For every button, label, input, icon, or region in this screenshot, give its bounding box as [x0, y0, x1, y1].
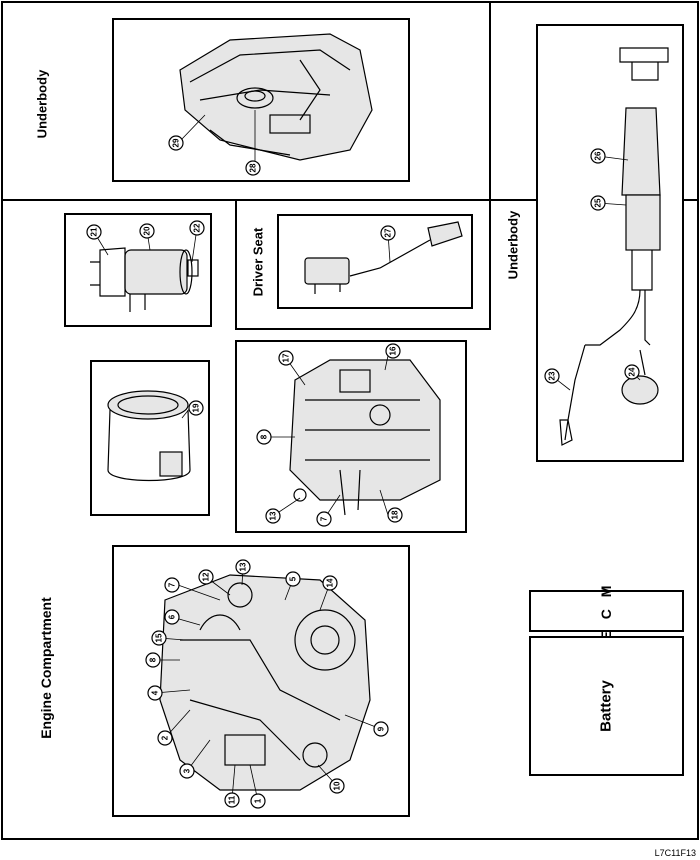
callouts: 29 28 21 20 22 27 19 17 16 8 13 7 18 26 …: [86, 135, 640, 809]
maf-drawing: [107, 390, 191, 482]
callout-23: 23: [544, 368, 560, 384]
svg-text:15: 15: [155, 633, 164, 642]
svg-text:7: 7: [320, 516, 329, 521]
svg-text:3: 3: [183, 768, 192, 773]
svg-text:29: 29: [172, 138, 181, 147]
svg-text:27: 27: [384, 228, 393, 237]
svg-text:22: 22: [193, 223, 202, 232]
svg-text:2: 2: [161, 735, 170, 740]
callout-8b: 8: [145, 652, 161, 668]
callout-20: 20: [139, 223, 155, 239]
callout-27: 27: [380, 225, 396, 241]
callout-11: 11: [224, 792, 240, 808]
svg-text:24: 24: [628, 367, 637, 376]
callout-28: 28: [245, 160, 261, 176]
figure-id: L7C11F13: [654, 848, 696, 858]
callout-1: 1: [250, 793, 266, 809]
transmission-drawing: [289, 359, 441, 516]
svg-text:6: 6: [168, 614, 177, 619]
callout-16: 16: [385, 343, 401, 359]
canister-drawing: [90, 247, 199, 312]
svg-text:21: 21: [90, 227, 99, 236]
maf-sensor-box: [90, 360, 210, 516]
callout-7a: 7: [316, 511, 332, 527]
svg-text:13: 13: [269, 511, 278, 520]
svg-text:11: 11: [228, 795, 237, 804]
callout-26: 26: [590, 148, 606, 164]
svg-text:16: 16: [389, 346, 398, 355]
svg-text:12: 12: [202, 572, 211, 581]
callout-13: 13: [265, 508, 281, 524]
callout-8a: 8: [256, 429, 272, 445]
callout-9: 9: [373, 721, 389, 737]
callout-21: 21: [86, 224, 102, 240]
callout-18: 18: [387, 507, 403, 523]
svg-text:23: 23: [548, 371, 557, 380]
battery-box: [529, 636, 684, 776]
svg-text:1: 1: [254, 798, 263, 803]
callout-13b: 13: [235, 559, 251, 575]
callout-12: 12: [198, 569, 214, 585]
svg-text:13: 13: [239, 562, 248, 571]
svg-text:28: 28: [249, 163, 258, 172]
svg-text:17: 17: [282, 353, 291, 362]
svg-text:7: 7: [168, 582, 177, 587]
callout-29: 29: [168, 135, 184, 151]
callout-19: 19: [188, 400, 204, 416]
callout-10: 10: [329, 778, 345, 794]
callout-22: 22: [189, 220, 205, 236]
callout-2: 2: [157, 730, 173, 746]
svg-text:10: 10: [333, 781, 342, 790]
callout-15: 15: [151, 630, 167, 646]
callout-14: 14: [322, 575, 338, 591]
svg-text:4: 4: [151, 690, 160, 695]
svg-text:9: 9: [377, 726, 386, 731]
ecm-box: [529, 590, 684, 632]
svg-text:18: 18: [391, 510, 400, 519]
callout-7b: 7: [164, 577, 180, 593]
svg-text:26: 26: [594, 151, 603, 160]
callout-6: 6: [164, 609, 180, 625]
svg-text:19: 19: [192, 403, 201, 412]
callout-17: 17: [278, 350, 294, 366]
svg-text:20: 20: [143, 226, 152, 235]
callout-3: 3: [179, 763, 195, 779]
callout-24: 24: [624, 364, 640, 380]
svg-text:8: 8: [260, 434, 269, 439]
engine-drawing: [159, 574, 371, 791]
callout-25: 25: [590, 195, 606, 211]
callout-5: 5: [285, 571, 301, 587]
svg-text:14: 14: [326, 578, 335, 587]
exhaust-drawing: [559, 47, 669, 446]
svg-text:25: 25: [594, 198, 603, 207]
pedal-drawing: [304, 221, 463, 294]
svg-text:8: 8: [149, 657, 158, 662]
svg-text:5: 5: [289, 576, 298, 581]
fuel-tank-drawing: [179, 33, 373, 161]
callout-4: 4: [147, 685, 163, 701]
